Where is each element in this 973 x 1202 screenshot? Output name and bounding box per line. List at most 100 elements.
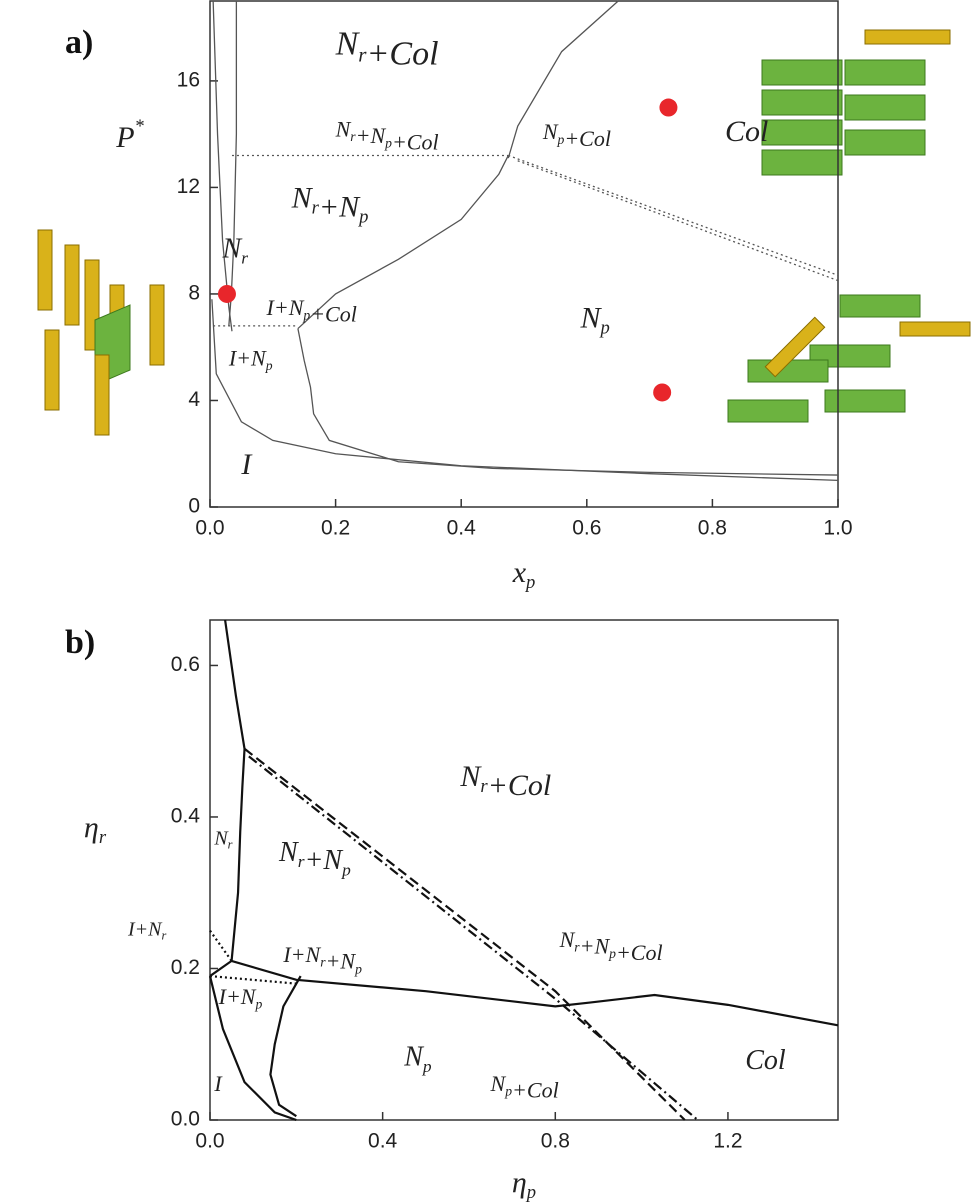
columnar-illustration <box>761 29 951 176</box>
state-point <box>653 383 672 402</box>
phase-boundary <box>212 0 233 332</box>
label-subscript: r <box>161 928 166 942</box>
label-subscript: p <box>557 132 565 147</box>
x-tick-label: 1.0 <box>823 517 852 540</box>
y-tick-label: 8 <box>188 281 200 304</box>
label-text: N <box>291 182 314 215</box>
phase-boundary <box>209 929 233 962</box>
label-text: N <box>335 117 352 142</box>
label-text: P <box>115 121 134 154</box>
region-label: Np+Col <box>542 119 611 151</box>
label-text: N <box>542 119 559 144</box>
y-axis-title: P* <box>115 116 144 154</box>
label-text: N <box>335 25 361 62</box>
label-text: +Col <box>616 940 663 965</box>
state-point <box>217 284 236 303</box>
label-text: +N <box>305 846 344 877</box>
label-text: N <box>559 927 576 952</box>
label-subscript: p <box>384 136 392 151</box>
y-tick-label: 0 <box>188 495 200 518</box>
phase-boundary <box>517 160 839 282</box>
region-label: I+Np <box>218 984 263 1012</box>
region-label: Nr <box>213 827 232 851</box>
region-label: Nr+Col <box>459 760 551 802</box>
label-text: Col <box>745 1046 786 1077</box>
label-text: I+N <box>228 346 267 371</box>
label-subscript: r <box>241 249 248 268</box>
label-subscript: p <box>265 358 273 373</box>
label-subscript: r <box>480 776 488 797</box>
label-text: +Col <box>488 769 552 802</box>
label-subscript: p <box>421 1057 432 1076</box>
label-text: I+N <box>127 918 163 940</box>
label-text: I+N <box>266 295 305 320</box>
label-text: I+N <box>282 942 321 967</box>
region-label: Nr+Col <box>335 25 439 72</box>
region-label: Col <box>725 115 768 148</box>
label-text: N <box>580 301 603 334</box>
phase-boundary <box>248 755 699 1121</box>
label-subscript: p <box>354 961 362 976</box>
y-tick-label: 0.4 <box>171 805 201 828</box>
phase-boundary <box>297 328 839 476</box>
label-subscript: r <box>99 827 107 848</box>
label-text: N <box>403 1042 424 1073</box>
label-text: I <box>240 448 253 481</box>
region-label: Np <box>580 301 610 338</box>
phase-boundary <box>243 747 686 1121</box>
region-label: I <box>213 1071 223 1096</box>
region-label: Nr+Np <box>278 837 351 879</box>
label-text: x <box>512 556 527 589</box>
region-label: Nr <box>222 234 249 268</box>
state-point <box>659 98 678 117</box>
nematic-illustration <box>727 294 971 423</box>
label-text: I+N <box>218 984 257 1009</box>
region-label: I+Nr <box>127 918 167 942</box>
y-tick-label: 16 <box>177 68 200 91</box>
phase-boundary <box>208 975 297 1122</box>
label-subscript: p <box>357 207 368 228</box>
label-text: +Col <box>392 130 439 155</box>
label-text: N <box>278 837 299 868</box>
region-label: I+Np+Col <box>266 295 357 327</box>
y-tick-label: 0.6 <box>171 653 200 676</box>
x-tick-label: 0.6 <box>572 517 601 540</box>
x-tick-label: 0.0 <box>195 1130 224 1153</box>
label-subscript: p <box>302 308 310 323</box>
label-text: η <box>512 1166 527 1199</box>
label-text: +Col <box>310 302 357 327</box>
phase-boundary <box>224 619 246 962</box>
label-text: N <box>222 234 243 265</box>
y-tick-label: 12 <box>177 175 200 198</box>
label-subscript: r <box>350 129 356 144</box>
rod-illustration <box>37 229 165 436</box>
region-label: Np+Col <box>490 1071 559 1103</box>
region-label: Col <box>745 1046 786 1077</box>
label-text: η <box>84 811 99 844</box>
panel-label: b) <box>65 624 95 661</box>
region-label: Np <box>403 1042 432 1076</box>
region-label: Nr+Np+Col <box>559 927 663 965</box>
label-subscript: r <box>574 940 580 955</box>
y-axis-title: ηr <box>84 811 107 848</box>
x-tick-label: 0.2 <box>321 517 350 540</box>
x-axis-title: xp <box>512 556 536 593</box>
region-label: I+Np <box>228 346 273 374</box>
label-subscript: p <box>340 861 351 880</box>
label-text: +N <box>326 949 357 974</box>
label-subscript: p <box>525 1182 536 1202</box>
label-text: I <box>213 1071 223 1096</box>
panel-label: a) <box>65 24 93 61</box>
label-superscript: * <box>135 116 145 137</box>
region-label: Nr+Np <box>291 182 369 228</box>
region-label: I <box>240 448 253 481</box>
label-subscript: p <box>599 318 610 339</box>
label-text: +Col <box>366 35 438 72</box>
label-subscript: p <box>524 572 535 593</box>
label-subscript: r <box>358 42 367 66</box>
phase-boundary <box>297 155 509 330</box>
phase-boundary <box>211 299 839 482</box>
phase-boundary <box>507 0 619 159</box>
label-subscript: r <box>312 198 320 219</box>
